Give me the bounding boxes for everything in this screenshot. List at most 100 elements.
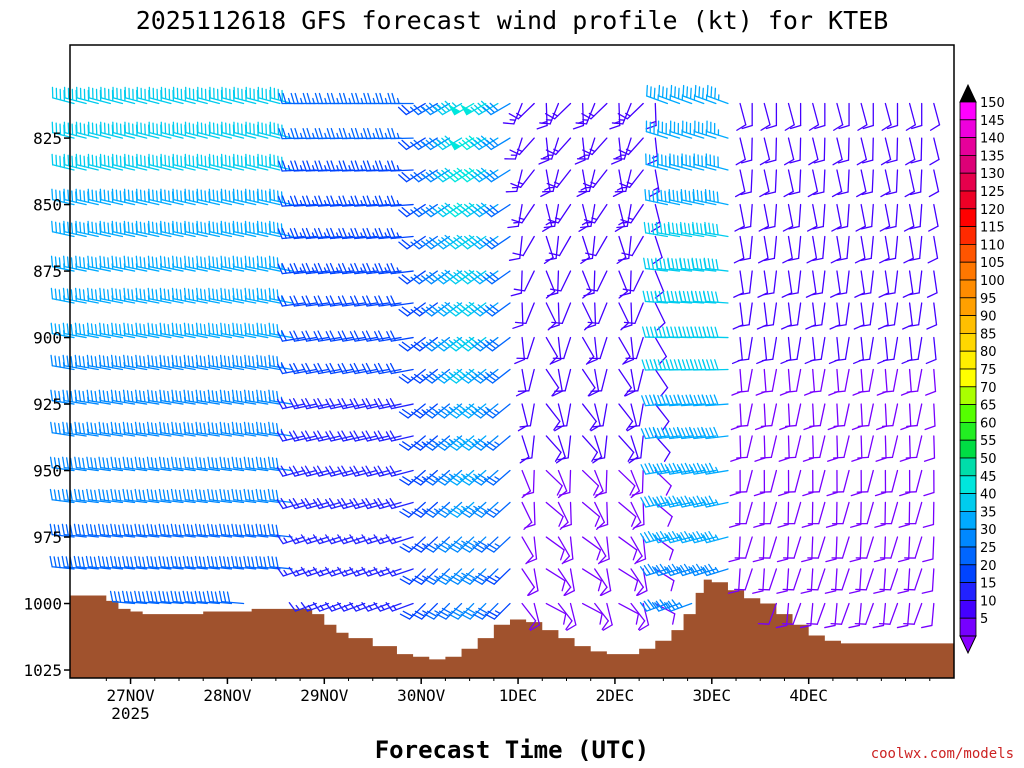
barb-staff	[557, 536, 571, 557]
barb-flag	[67, 154, 70, 167]
barb-flag	[398, 443, 410, 451]
barb-staff	[557, 336, 562, 361]
barb-flag	[142, 489, 146, 502]
barb-flag	[437, 239, 448, 248]
barb-flag	[312, 534, 321, 545]
barb-half-flag	[360, 232, 364, 239]
barb-half-flag	[516, 148, 523, 153]
wind-barb	[483, 336, 511, 352]
barb-flag	[155, 356, 158, 368]
barb-flag	[106, 524, 110, 537]
barb-flag	[377, 362, 384, 374]
barb-flag	[223, 489, 227, 501]
barb-flag	[130, 457, 134, 470]
wind-barb	[350, 195, 378, 207]
barb-flag	[256, 322, 259, 335]
barb-flag	[86, 421, 90, 434]
wind-barb	[482, 102, 511, 116]
barb-half-flag	[295, 537, 300, 544]
barb-flag	[402, 476, 413, 484]
barb-flag	[78, 390, 82, 402]
barb-flag	[280, 191, 283, 203]
barb-flag	[49, 555, 53, 568]
barb-flag	[698, 86, 701, 99]
barb-flag	[74, 354, 78, 367]
barb-half-flag	[283, 569, 288, 576]
barb-flag	[410, 241, 420, 250]
barb-flag	[301, 295, 308, 307]
barb-flag	[110, 523, 114, 536]
barb-staff	[533, 568, 539, 592]
barb-flag	[435, 546, 447, 553]
barb-flag	[199, 323, 203, 335]
barb-flag	[94, 457, 98, 470]
barb-half-flag	[295, 604, 300, 611]
barb-half-flag	[396, 267, 400, 274]
barb-flag	[74, 389, 78, 402]
barb-flag	[138, 591, 142, 603]
wind-barb	[122, 523, 148, 538]
barb-flag	[363, 128, 368, 140]
barb-flag	[329, 397, 336, 409]
barb-flag	[318, 195, 324, 207]
barb-flag	[171, 322, 175, 335]
barb-flag	[483, 411, 494, 419]
wind-barb	[267, 488, 293, 504]
wind-barb	[207, 488, 233, 504]
barb-flag	[260, 221, 263, 234]
barb-flag	[136, 188, 139, 201]
barb-half-flag	[348, 165, 352, 172]
wind-barb	[243, 555, 269, 570]
barb-flag	[255, 555, 259, 568]
barb-flag	[436, 613, 447, 620]
barb-flag	[94, 489, 98, 502]
barb-flag	[208, 220, 211, 233]
barb-flag	[267, 555, 271, 568]
barb-flag	[329, 295, 336, 307]
barb-flag	[155, 390, 158, 403]
barb-flag	[231, 523, 235, 536]
wind-barb	[386, 262, 414, 275]
barb-flag	[386, 363, 393, 375]
barb-flag	[482, 174, 492, 183]
wind-barb	[122, 555, 148, 570]
barb-flag	[342, 127, 348, 140]
barb-staff	[581, 270, 592, 293]
barb-staff	[545, 602, 567, 615]
barb-flag	[191, 356, 195, 368]
barb-flag	[74, 322, 78, 335]
barb-flag	[293, 330, 300, 342]
wind-barb	[256, 322, 281, 339]
barb-flag	[119, 155, 122, 168]
barb-flag	[218, 590, 223, 603]
wind-barb	[158, 555, 184, 570]
barb-flag	[269, 220, 272, 233]
barb-flag	[329, 430, 336, 441]
wind-barb	[576, 137, 596, 160]
wind-barb	[98, 421, 124, 437]
barb-flag	[282, 127, 287, 140]
barb-half-flag	[307, 569, 312, 576]
barb-flag	[341, 497, 349, 509]
wind-barb	[510, 169, 535, 188]
wind-barb	[170, 590, 196, 605]
barb-flag	[71, 222, 74, 235]
barb-flag	[854, 622, 867, 625]
barb-flag	[474, 274, 484, 283]
barb-flag	[401, 341, 412, 350]
barb-flag	[111, 322, 114, 335]
barb-flag	[95, 222, 98, 235]
barb-flag	[313, 499, 320, 510]
barb-flag	[422, 141, 432, 151]
barb-staff	[557, 469, 568, 492]
wind-barb	[422, 137, 451, 151]
barb-flag	[502, 122, 515, 125]
wind-barb	[512, 235, 535, 257]
barb-flag	[511, 219, 523, 224]
barb-flag	[337, 295, 344, 307]
barb-flag	[171, 389, 175, 402]
barb-flag	[105, 556, 110, 569]
barb-flag	[545, 149, 557, 156]
barb-flag	[131, 155, 134, 168]
barb-flag	[551, 321, 563, 325]
